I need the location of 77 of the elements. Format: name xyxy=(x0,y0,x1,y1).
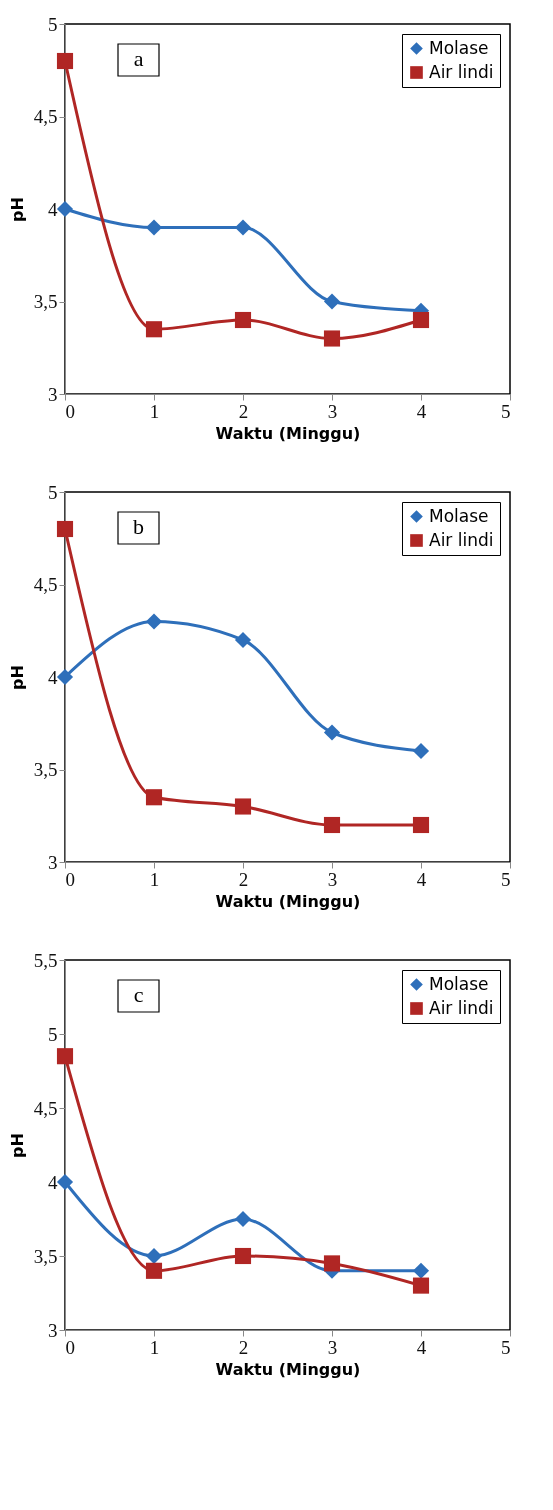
point xyxy=(234,219,252,236)
point xyxy=(56,200,74,218)
x-tick-label: 1 xyxy=(149,868,160,890)
point xyxy=(323,1255,341,1272)
point xyxy=(56,1048,74,1065)
y-tick-label: 3 xyxy=(48,383,58,405)
y-tick-label: 4,5 xyxy=(33,106,58,127)
x-tick-label: 3 xyxy=(327,1336,338,1358)
x-tick-label: 3 xyxy=(327,868,338,890)
y-tick-label: 4 xyxy=(48,1171,58,1193)
point xyxy=(323,816,341,834)
y-tick-label: 5 xyxy=(48,1023,58,1045)
legend-label: Molase xyxy=(429,505,489,526)
y-axis-title: pH xyxy=(7,197,27,222)
x-tick-label: 3 xyxy=(327,400,338,422)
x-tick-label: 2 xyxy=(238,868,249,890)
x-tick-label: 0 xyxy=(65,1336,75,1358)
x-tick-label: 4 xyxy=(416,1336,427,1358)
y-tick-label: 3,5 xyxy=(33,291,58,312)
legend-label: Air lindi xyxy=(429,61,494,82)
legend-label: Air lindi xyxy=(429,997,494,1018)
x-tick-label: 0 xyxy=(65,400,75,422)
point xyxy=(412,311,430,329)
point xyxy=(145,321,163,338)
point xyxy=(234,311,252,329)
x-tick-label: 4 xyxy=(416,868,427,890)
point xyxy=(56,520,74,538)
y-axis-title: pH xyxy=(7,1133,27,1158)
point xyxy=(412,1262,430,1279)
x-tick-label: 5 xyxy=(501,400,511,422)
point xyxy=(145,613,163,630)
point xyxy=(323,330,341,347)
x-tick-label: 5 xyxy=(501,1336,511,1358)
y-tick-label: 3 xyxy=(48,1319,58,1341)
legend-label: Molase xyxy=(429,37,489,58)
point xyxy=(56,52,74,70)
y-tick-label: 5,5 xyxy=(33,949,58,971)
point xyxy=(56,668,74,686)
point xyxy=(145,1247,163,1265)
point xyxy=(234,798,252,815)
y-tick-label: 3,5 xyxy=(33,1245,58,1267)
point xyxy=(145,789,163,806)
x-tick-label: 5 xyxy=(501,868,511,890)
x-tick-label: 1 xyxy=(149,400,160,422)
point xyxy=(234,1247,252,1265)
point xyxy=(145,1262,163,1279)
y-axis-title: pH xyxy=(7,665,27,690)
y-tick-label: 4 xyxy=(48,666,58,688)
x-tick-label: 2 xyxy=(238,400,249,422)
point xyxy=(412,816,430,834)
y-tick-label: 3 xyxy=(48,851,58,873)
y-tick-label: 5 xyxy=(48,13,58,35)
x-axis-title: Waktu (Minggu) xyxy=(215,1359,361,1379)
point xyxy=(412,1277,430,1294)
x-axis-title: Waktu (Minggu) xyxy=(215,891,361,911)
point xyxy=(234,631,252,649)
point xyxy=(145,219,163,236)
point xyxy=(412,742,430,760)
y-tick-label: 5 xyxy=(48,481,58,503)
y-tick-label: 4,5 xyxy=(33,1097,58,1119)
annotation: b xyxy=(133,514,144,539)
point xyxy=(56,1173,74,1191)
x-tick-label: 0 xyxy=(65,868,75,890)
point xyxy=(323,293,341,310)
y-tick-label: 4 xyxy=(48,198,58,220)
point xyxy=(323,724,341,741)
annotation: a xyxy=(133,46,144,71)
y-tick-label: 4,5 xyxy=(33,574,58,595)
y-tick-label: 3,5 xyxy=(33,759,58,780)
point xyxy=(234,1210,252,1228)
x-tick-label: 4 xyxy=(416,400,427,422)
x-axis-title: Waktu (Minggu) xyxy=(215,423,361,443)
x-tick-label: 2 xyxy=(238,1336,249,1358)
legend-label: Molase xyxy=(429,973,489,994)
x-tick-label: 1 xyxy=(149,1336,160,1358)
annotation: c xyxy=(133,982,144,1007)
legend-label: Air lindi xyxy=(429,529,494,550)
